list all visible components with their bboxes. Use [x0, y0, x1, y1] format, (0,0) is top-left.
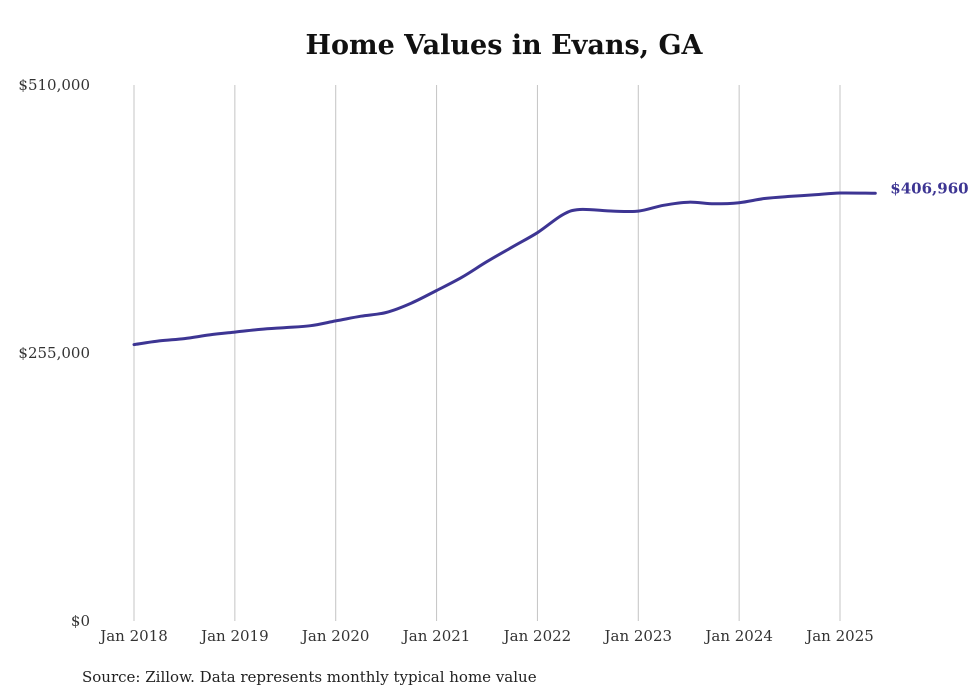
data-point — [183, 337, 185, 339]
x-tick-label: Jan 2023 — [603, 627, 673, 645]
data-point — [309, 324, 311, 326]
chart-title: Home Values in Evans, GA — [305, 30, 703, 61]
data-point — [511, 246, 513, 248]
data-point — [410, 302, 412, 304]
data-point — [158, 340, 160, 342]
series-line-0 — [132, 191, 877, 347]
x-tick-label: Jan 2021 — [401, 627, 471, 645]
data-point — [688, 201, 690, 203]
data-point — [713, 203, 715, 205]
end-value-label: $406,960 — [890, 179, 968, 197]
data-point — [814, 194, 816, 196]
source-note: Source: Zillow. Data represents monthly … — [82, 668, 537, 686]
data-point — [763, 197, 765, 199]
data-point — [133, 343, 135, 345]
data-point — [385, 311, 387, 313]
data-point — [662, 204, 664, 206]
data-point — [579, 208, 581, 210]
data-point — [335, 320, 337, 322]
data-point — [637, 210, 639, 212]
x-tick-label: Jan 2019 — [199, 627, 269, 645]
x-tick-label: Jan 2022 — [502, 627, 572, 645]
data-point — [839, 192, 841, 194]
data-point — [259, 328, 261, 330]
x-tick-label: Jan 2025 — [804, 627, 874, 645]
x-tick-label: Jan 2018 — [98, 627, 168, 645]
data-point — [461, 276, 463, 278]
data-point — [486, 260, 488, 262]
data-point — [536, 231, 538, 233]
data-point — [612, 210, 614, 212]
y-tick-label: $510,000 — [18, 76, 90, 94]
data-point — [788, 195, 790, 197]
series-layer: $406,960 — [132, 179, 969, 347]
data-point — [284, 326, 286, 328]
x-axis-labels: Jan 2018 Jan 2019 Jan 2020 Jan 2021 Jan 2022… — [98, 627, 874, 645]
data-point — [208, 334, 210, 336]
data-point — [561, 214, 563, 216]
x-tick-label: Jan 2024 — [703, 627, 773, 645]
y-tick-label: $0 — [71, 612, 90, 630]
data-point — [234, 331, 236, 333]
data-point — [360, 315, 362, 317]
data-point — [874, 192, 876, 194]
data-point — [435, 289, 437, 291]
x-tick-label: Jan 2020 — [300, 627, 370, 645]
gridlines — [133, 85, 841, 621]
y-axis-labels: $0 $255,000 $510,000 — [18, 76, 90, 630]
data-point — [738, 202, 740, 204]
y-tick-label: $255,000 — [18, 344, 90, 362]
